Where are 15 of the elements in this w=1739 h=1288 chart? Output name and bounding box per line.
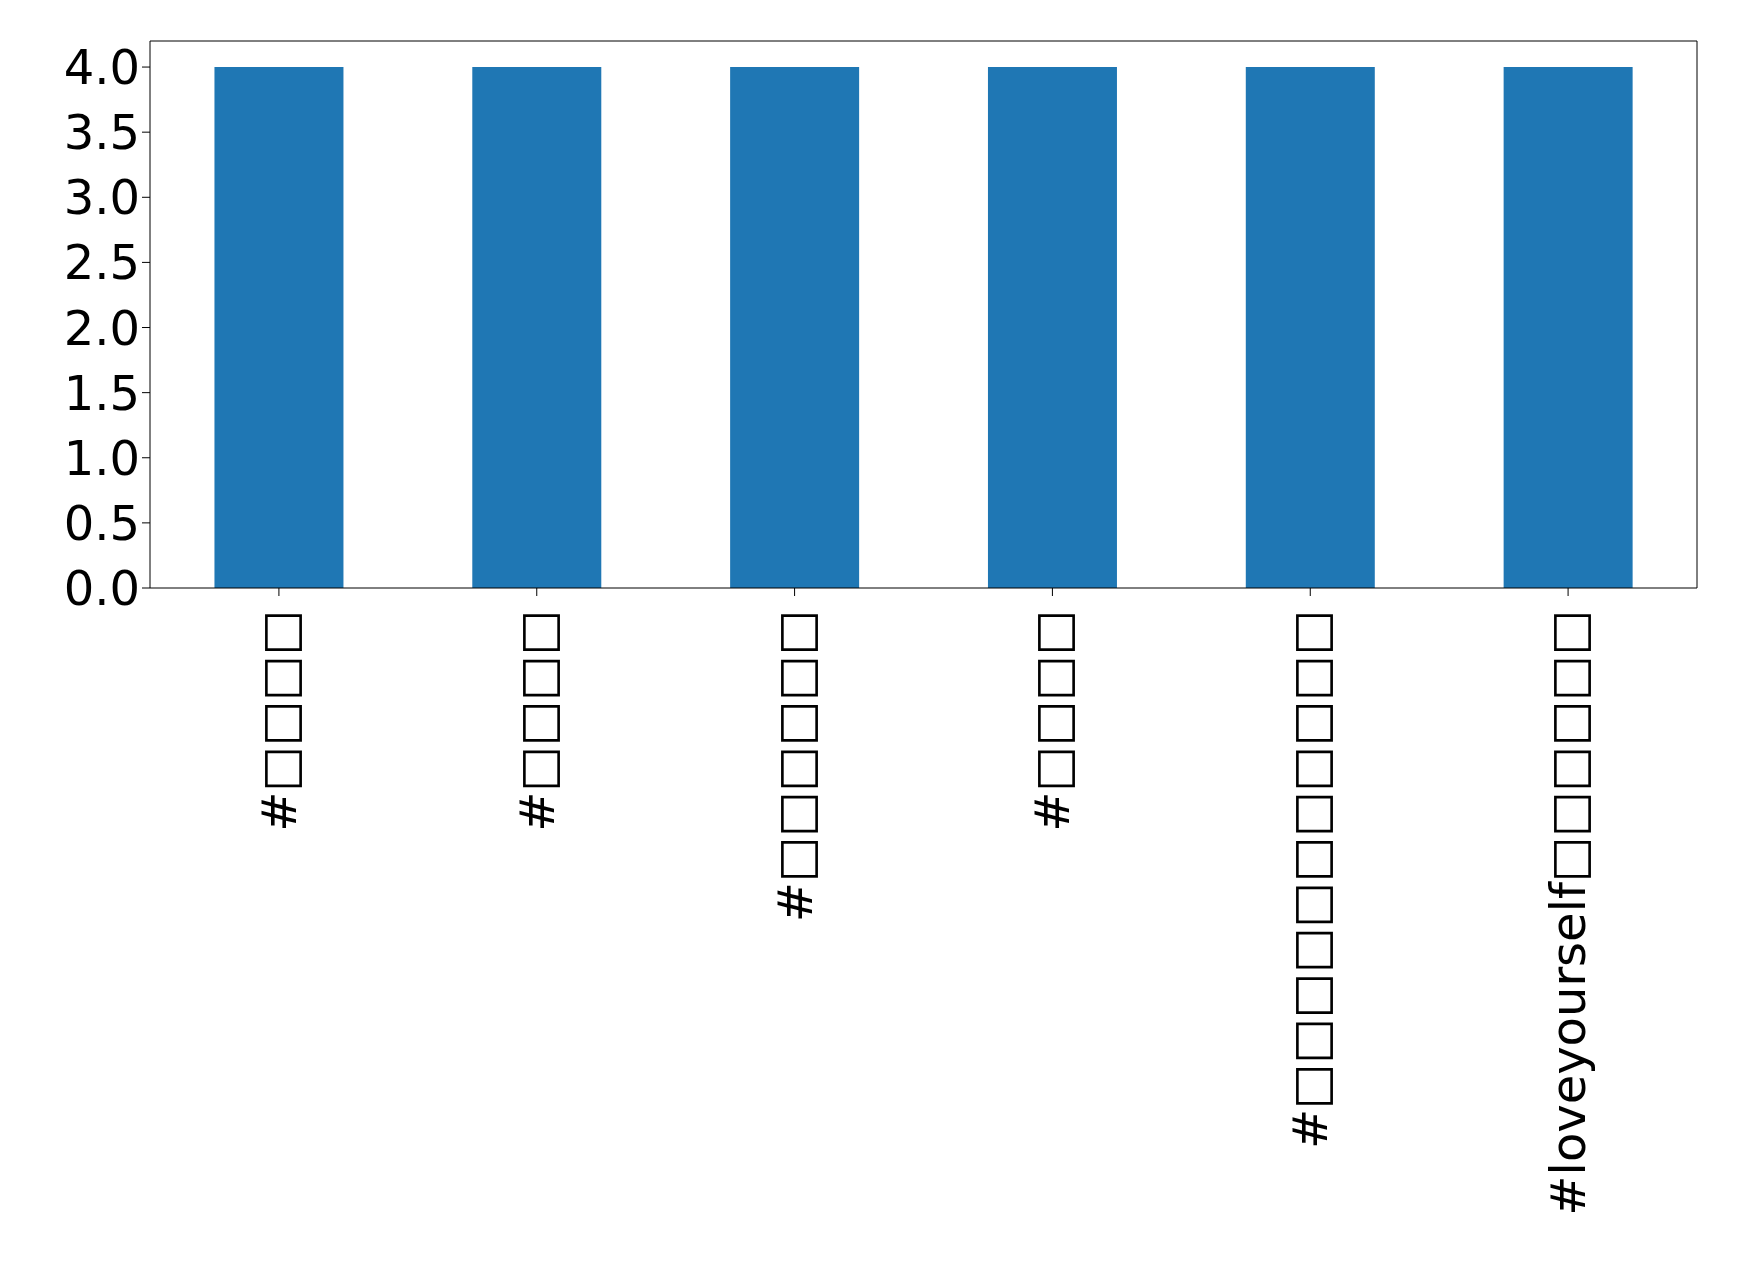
y-tick-label: 3.0 — [63, 169, 140, 226]
y-tick-label: 0.5 — [63, 494, 140, 551]
x-tick-label: #loveyourself□□□□□□ — [1540, 610, 1597, 1216]
y-tick-label: 3.5 — [63, 104, 140, 161]
y-tick-label: 1.0 — [63, 429, 140, 486]
x-tick-label: #□□□□ — [508, 610, 565, 832]
y-tick-label: 4.0 — [63, 39, 140, 96]
y-tick-label: 0.0 — [63, 560, 140, 617]
y-tick-label: 1.5 — [63, 364, 140, 421]
x-tick-label: #□□□□ — [250, 610, 307, 832]
y-tick-label: 2.0 — [63, 299, 140, 356]
x-tick-label: #□□□□□□ — [766, 610, 823, 923]
y-tick-label: 2.5 — [63, 234, 140, 291]
x-tick-label: #□□□□ — [1024, 610, 1081, 832]
x-tick-label: #□□□□□□□□□□□ — [1282, 610, 1339, 1150]
